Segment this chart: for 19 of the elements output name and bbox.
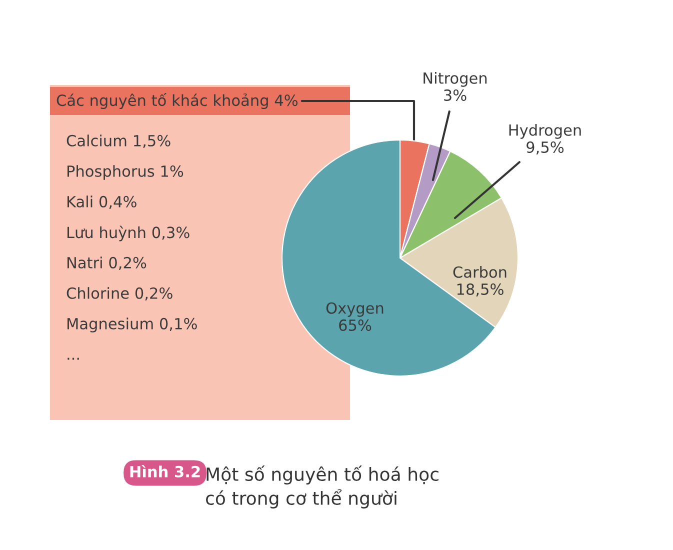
data-label: 65% xyxy=(339,319,372,331)
slice-label: Hydrogen xyxy=(509,124,581,139)
text: Một số nguyên tố hoá học có trong cơ thể người xyxy=(206,466,438,508)
text: Lưu huỳnh 0,3% xyxy=(68,226,190,242)
text: Hình 3.2 xyxy=(130,464,200,478)
slice-label: Nitrogen xyxy=(424,72,487,87)
text: Natri 0,2% xyxy=(68,256,146,270)
slice-label: Các nguyên tố khác khoảng 4% xyxy=(56,92,298,110)
data-label: 9,5% xyxy=(526,141,564,155)
text: Phosphorus 1% xyxy=(68,165,184,180)
text: ... xyxy=(68,358,79,360)
text: Magnesium 0,1% xyxy=(68,318,197,332)
text: Kali 0,4% xyxy=(68,196,136,209)
data-label: 18,5% xyxy=(457,283,504,297)
slice-label: Carbon xyxy=(453,266,506,278)
slice-label: Oxygen xyxy=(326,302,384,317)
text: Calcium 1,5% xyxy=(66,134,170,148)
text: Chlorine 0,2% xyxy=(66,287,172,300)
data-label: 3% xyxy=(444,89,466,101)
